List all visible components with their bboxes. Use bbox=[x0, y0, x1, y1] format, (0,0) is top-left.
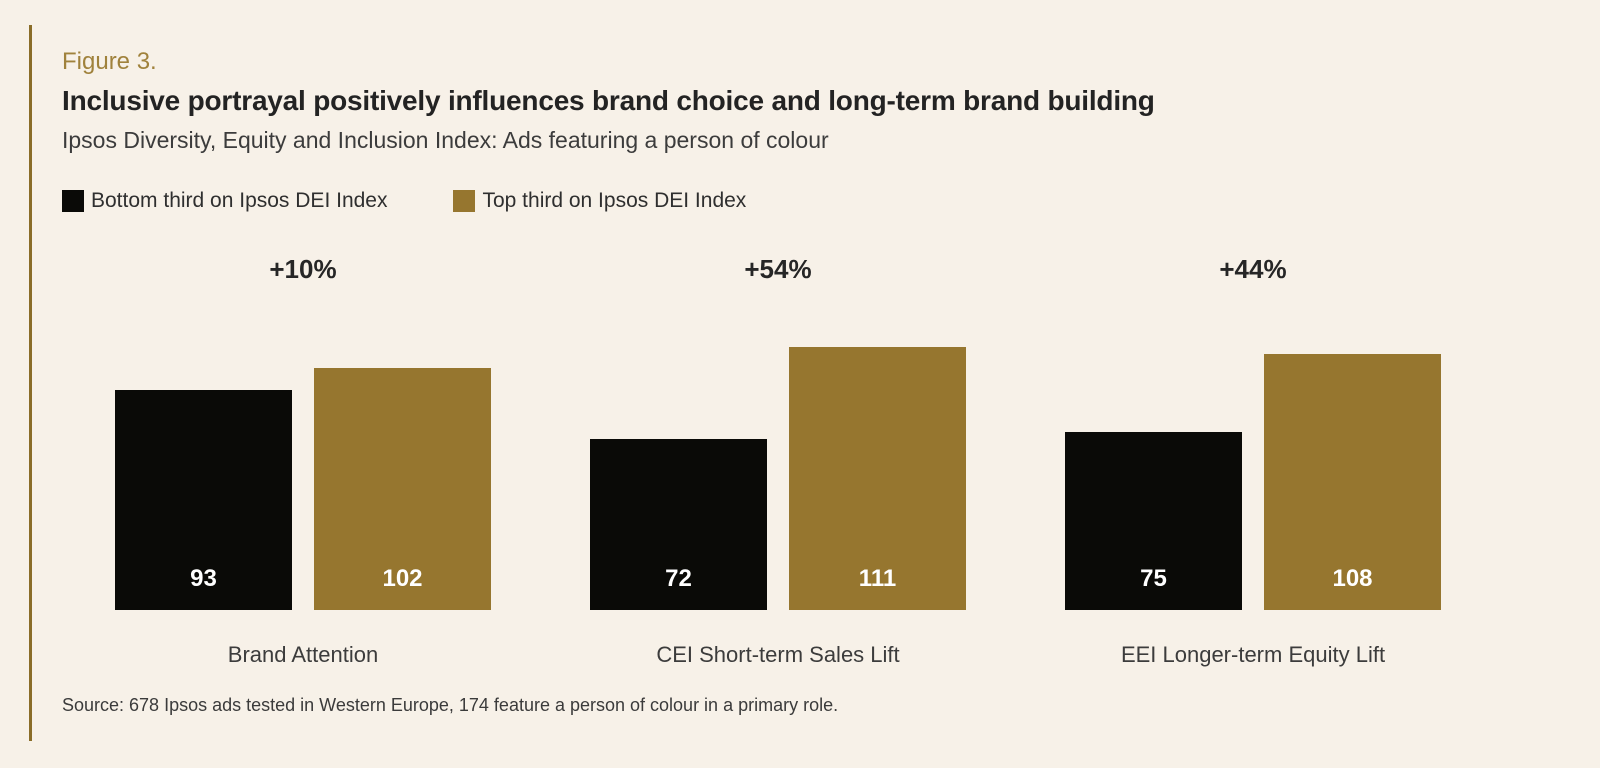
delta-label: +10% bbox=[269, 254, 337, 284]
legend-item: Bottom third on Ipsos DEI Index bbox=[62, 189, 387, 213]
bar-value-label: 72 bbox=[665, 565, 692, 592]
left-accent-rule bbox=[29, 25, 32, 741]
bar-bottom-third: 72 bbox=[590, 439, 767, 610]
legend-swatch-top-third bbox=[453, 190, 476, 212]
delta-label: +44% bbox=[1219, 254, 1287, 284]
bar-top-third: 102 bbox=[314, 368, 491, 610]
delta-label: +54% bbox=[744, 254, 812, 284]
bar-bottom-third: 75 bbox=[1065, 432, 1242, 610]
category-label: Brand Attention bbox=[227, 642, 379, 667]
figure-label: Figure 3. bbox=[62, 48, 157, 75]
chart-group: +10% 93 102 Brand Attention bbox=[115, 255, 491, 668]
legend-item: Top third on Ipsos DEI Index bbox=[453, 189, 746, 213]
chart-group: +44% 75 108 EEI Longer-term Equity Lift bbox=[1065, 255, 1441, 668]
bar-value-label: 102 bbox=[382, 565, 423, 592]
chart-legend: Bottom third on Ipsos DEI Index Top third… bbox=[62, 189, 746, 213]
bar-top-third: 108 bbox=[1264, 354, 1441, 610]
bar-value-label: 111 bbox=[858, 565, 897, 592]
legend-label: Bottom third on Ipsos DEI Index bbox=[91, 189, 388, 212]
figure-title: Inclusive portrayal positively influence… bbox=[62, 85, 1155, 116]
category-label: CEI Short-term Sales Lift bbox=[656, 642, 900, 667]
bar-bottom-third: 93 bbox=[115, 390, 292, 610]
bar-pair: 72 111 bbox=[590, 291, 966, 610]
bar-pair: 75 108 bbox=[1065, 291, 1441, 610]
bar-chart: +10% 93 102 Brand Attention +54% 72 111 CEI Sho… bbox=[115, 255, 1441, 668]
legend-swatch-bottom-third bbox=[62, 190, 84, 212]
category-label: EEI Longer-term Equity Lift bbox=[1120, 642, 1386, 667]
bar-value-label: 93 bbox=[190, 565, 217, 592]
bar-top-third: 111 bbox=[789, 347, 966, 610]
chart-group: +54% 72 111 CEI Short-term Sales Lift bbox=[590, 255, 966, 668]
figure-subtitle: Ipsos Diversity, Equity and Inclusion In… bbox=[62, 127, 829, 153]
bar-value-label: 75 bbox=[1140, 565, 1167, 592]
source-note: Source: 678 Ipsos ads tested in Western … bbox=[62, 695, 839, 715]
bar-pair: 93 102 bbox=[115, 291, 491, 610]
legend-label: Top third on Ipsos DEI Index bbox=[482, 189, 747, 212]
bar-value-label: 108 bbox=[1332, 565, 1373, 592]
